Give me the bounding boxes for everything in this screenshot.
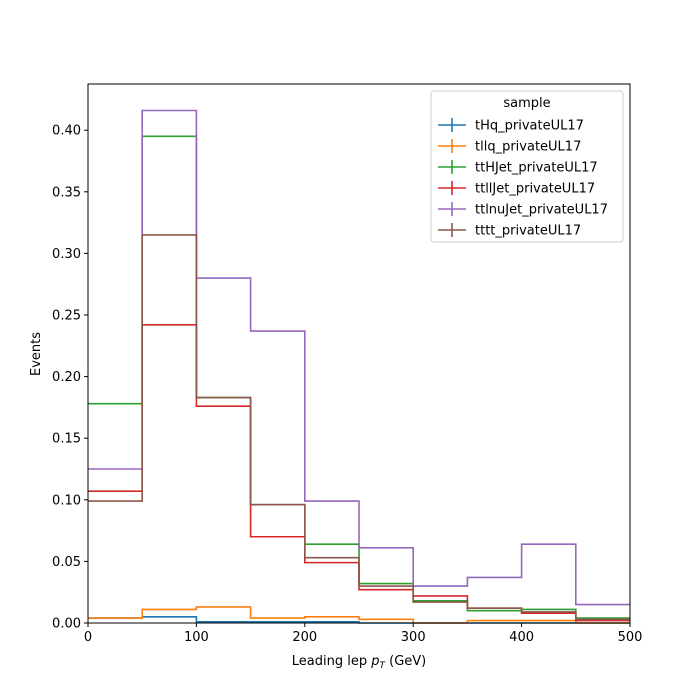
legend-label: ttllJet_privateUL17 (475, 182, 595, 197)
y-axis: 0.00 0.05 0.10 0.15 0.20 0.25 0.30 0.35 0.40 (52, 124, 88, 632)
x-axis-label-text: Leading lep (292, 654, 367, 669)
y-tick-label: 0.20 (52, 370, 81, 385)
legend-label: ttHJet_privateUL17 (475, 161, 598, 176)
legend-item-0: tHq_privateUL17 (438, 118, 584, 134)
y-tick-label: 0.00 (52, 617, 81, 632)
x-axis-label-symbol: p (370, 654, 379, 669)
legend-label: ttlnuJet_privateUL17 (475, 203, 608, 218)
series-line-1 (88, 606, 630, 624)
y-tick-label: 0.35 (52, 185, 81, 200)
y-axis-label: Events (29, 332, 44, 376)
legend: sample tHq_privateUL17 tllq_privateUL17tt… (430, 90, 624, 243)
series-line-5 (88, 234, 630, 621)
x-axis-label-subscript: T (379, 661, 386, 671)
y-tick-label: 0.40 (52, 124, 81, 139)
legend-box (430, 90, 624, 243)
legend-label: tllq_privateUL17 (475, 140, 581, 155)
legend-item-5: tttt_privateUL17 (438, 223, 581, 239)
x-axis-label-unit: (GeV) (385, 654, 426, 669)
plot-frame (87, 83, 631, 624)
legend-item-3: ttllJet_privateUL17 (438, 181, 595, 197)
y-tick-label: 0.10 (52, 493, 81, 508)
y-tick-label: 0.05 (52, 555, 81, 570)
x-axis: 0 100 200 300 400 500 (84, 623, 643, 645)
y-tick-label: 0.25 (52, 309, 81, 324)
x-tick-label: 300 (401, 630, 426, 645)
x-tick-label: 200 (292, 630, 317, 645)
legend-label: tHq_privateUL17 (475, 119, 584, 134)
series-line-4 (88, 109, 630, 606)
legend-item-1: tllq_privateUL17 (438, 139, 581, 155)
x-axis-label: Leading lep pT (GeV) (292, 654, 426, 671)
x-tick-label: 100 (184, 630, 209, 645)
series-layer (88, 109, 630, 624)
y-tick-label: 0.30 (52, 247, 81, 262)
y-tick-label: 0.15 (52, 432, 81, 447)
x-tick-label: 400 (509, 630, 534, 645)
legend-label: tttt_privateUL17 (475, 224, 581, 239)
legend-item-4: ttlnuJet_privateUL17 (438, 202, 608, 218)
x-tick-label: 0 (84, 630, 92, 645)
x-tick-label: 500 (618, 630, 643, 645)
legend-items: tHq_privateUL17 tllq_privateUL17 ttHJet_pr… (438, 118, 608, 239)
legend-title: sample (503, 96, 550, 111)
legend-item-2: ttHJet_privateUL17 (438, 160, 598, 176)
